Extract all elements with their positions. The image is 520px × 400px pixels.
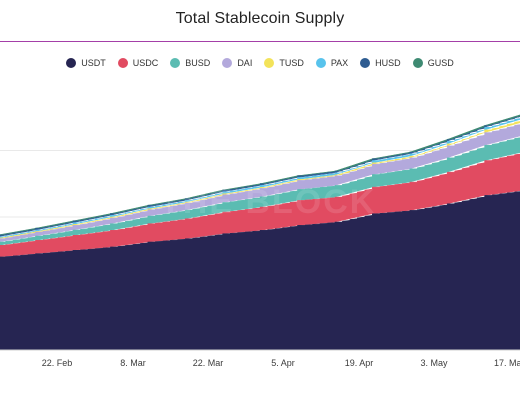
x-tick-label: 5. Apr xyxy=(271,358,295,368)
legend-item-husd[interactable]: HUSD xyxy=(360,58,401,68)
legend-label-usdt: USDT xyxy=(81,58,106,68)
area-series-dai[interactable] xyxy=(0,122,520,242)
title-divider xyxy=(0,41,520,42)
legend-swatch-usdt xyxy=(66,58,77,68)
x-tick-label: 19. Apr xyxy=(345,358,374,368)
legend-label-husd: HUSD xyxy=(375,58,401,68)
legend-item-busd[interactable]: BUSD xyxy=(170,58,210,68)
x-tick-label: 17. May xyxy=(494,358,520,368)
legend-item-tusd[interactable]: TUSD xyxy=(264,58,304,68)
legend-label-pax: PAX xyxy=(330,58,349,68)
legend-label-usdc: USDC xyxy=(132,58,159,68)
legend-item-usdc[interactable]: USDC xyxy=(117,58,159,68)
x-tick-label: 22. Mar xyxy=(193,358,224,368)
legend-swatch-tusd xyxy=(264,58,275,68)
area-series-pax[interactable] xyxy=(0,116,520,238)
area-series-usdc[interactable] xyxy=(0,152,520,257)
legend-swatch-usdc xyxy=(117,58,128,68)
legend-label-tusd: TUSD xyxy=(279,58,304,68)
chart-legend: USDT USDC BUSD DAI TUSD PAX HUSD GUSD xyxy=(0,58,520,68)
legend-item-pax[interactable]: PAX xyxy=(315,58,349,68)
area-series-tusd[interactable] xyxy=(0,119,520,239)
area-series-usdt[interactable] xyxy=(0,190,520,351)
chart-title: Total Stablecoin Supply xyxy=(175,10,345,27)
legend-item-dai[interactable]: DAI xyxy=(222,58,252,68)
legend-swatch-dai xyxy=(222,58,233,68)
legend-label-dai: DAI xyxy=(237,58,253,68)
legend-label-gusd: GUSD xyxy=(427,58,454,68)
legend-label-busd: BUSD xyxy=(185,58,211,68)
legend-swatch-busd xyxy=(170,58,181,68)
watermark: THE BLOCK xyxy=(160,183,377,221)
area-series-busd[interactable] xyxy=(0,136,520,246)
x-tick-label: 3. May xyxy=(420,358,448,368)
x-tick-label: 22. Feb xyxy=(42,358,73,368)
legend-item-usdt[interactable]: USDT xyxy=(66,58,106,68)
legend-item-gusd[interactable]: GUSD xyxy=(412,58,454,68)
legend-swatch-pax xyxy=(315,58,326,68)
legend-swatch-husd xyxy=(360,58,371,68)
legend-swatch-gusd xyxy=(412,58,423,68)
x-tick-label: 8. Mar xyxy=(120,358,146,368)
